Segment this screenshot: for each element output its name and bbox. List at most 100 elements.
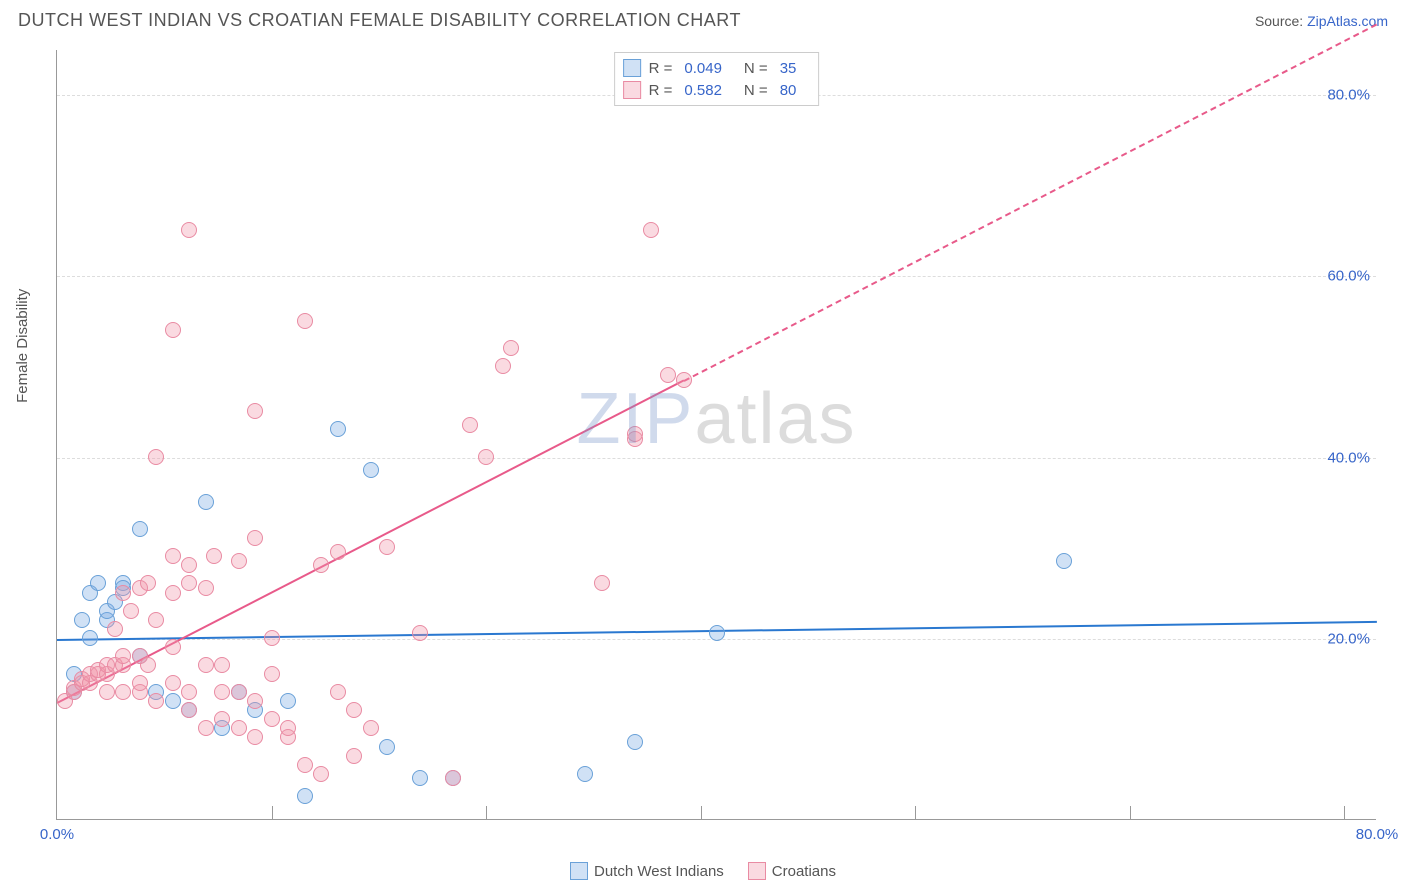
data-point — [231, 720, 247, 736]
data-point — [363, 720, 379, 736]
data-point — [247, 693, 263, 709]
data-point — [90, 575, 106, 591]
data-point — [330, 684, 346, 700]
data-point — [181, 557, 197, 573]
x-tick-mark — [701, 806, 702, 820]
gridline — [57, 276, 1376, 277]
x-tick-mark — [915, 806, 916, 820]
data-point — [165, 322, 181, 338]
data-point — [297, 313, 313, 329]
swatch-series1 — [623, 59, 641, 77]
data-point — [231, 553, 247, 569]
legend-item-series1: Dutch West Indians — [570, 862, 724, 880]
data-point — [709, 625, 725, 641]
data-point — [379, 739, 395, 755]
data-point — [264, 666, 280, 682]
x-tick-mark — [1344, 806, 1345, 820]
data-point — [412, 625, 428, 641]
data-point — [676, 372, 692, 388]
swatch-series2 — [623, 81, 641, 99]
data-point — [181, 222, 197, 238]
source-link[interactable]: ZipAtlas.com — [1307, 13, 1388, 29]
data-point — [181, 575, 197, 591]
data-point — [412, 770, 428, 786]
data-point — [99, 684, 115, 700]
data-point — [346, 702, 362, 718]
data-point — [313, 557, 329, 573]
data-point — [379, 539, 395, 555]
stats-row-series2: R = 0.582 N = 80 — [623, 79, 811, 101]
trend-line — [57, 380, 685, 704]
y-tick-label: 80.0% — [1327, 87, 1370, 104]
data-point — [165, 585, 181, 601]
data-point — [495, 358, 511, 374]
legend-item-series2: Croatians — [748, 862, 836, 880]
data-point — [330, 544, 346, 560]
x-tick-mark — [272, 806, 273, 820]
data-point — [247, 729, 263, 745]
data-point — [198, 494, 214, 510]
data-point — [577, 766, 593, 782]
data-point — [198, 580, 214, 596]
stats-row-series1: R = 0.049 N = 35 — [623, 57, 811, 79]
series-legend: Dutch West Indians Croatians — [570, 862, 836, 880]
y-axis-label: Female Disability — [14, 289, 31, 403]
data-point — [74, 612, 90, 628]
data-point — [206, 548, 222, 564]
x-tick-label: 0.0% — [40, 826, 74, 843]
data-point — [165, 639, 181, 655]
data-point — [297, 757, 313, 773]
data-point — [247, 403, 263, 419]
data-point — [132, 675, 148, 691]
data-point — [82, 630, 98, 646]
data-point — [280, 720, 296, 736]
data-point — [214, 711, 230, 727]
data-point — [107, 621, 123, 637]
data-point — [165, 693, 181, 709]
data-point — [214, 684, 230, 700]
swatch-series1-icon — [570, 862, 588, 880]
x-tick-label: 80.0% — [1356, 826, 1399, 843]
plot-area: ZIPatlas R = 0.049 N = 35 R = 0.582 N = … — [56, 50, 1376, 820]
y-tick-label: 40.0% — [1327, 449, 1370, 466]
data-point — [165, 548, 181, 564]
data-point — [247, 530, 263, 546]
data-point — [264, 711, 280, 727]
data-point — [503, 340, 519, 356]
data-point — [140, 657, 156, 673]
y-tick-label: 60.0% — [1327, 268, 1370, 285]
data-point — [181, 684, 197, 700]
data-point — [445, 770, 461, 786]
data-point — [346, 748, 362, 764]
data-point — [643, 222, 659, 238]
stats-legend: R = 0.049 N = 35 R = 0.582 N = 80 — [614, 52, 820, 106]
data-point — [478, 449, 494, 465]
data-point — [660, 367, 676, 383]
x-tick-mark — [486, 806, 487, 820]
data-point — [297, 788, 313, 804]
data-point — [313, 766, 329, 782]
data-point — [115, 648, 131, 664]
data-point — [115, 585, 131, 601]
chart-title: DUTCH WEST INDIAN VS CROATIAN FEMALE DIS… — [18, 10, 741, 31]
source-credit: Source: ZipAtlas.com — [1255, 13, 1388, 29]
chart-container: Female Disability ZIPatlas R = 0.049 N =… — [18, 40, 1388, 880]
data-point — [181, 702, 197, 718]
data-point — [148, 449, 164, 465]
data-point — [148, 612, 164, 628]
data-point — [627, 426, 643, 442]
data-point — [330, 421, 346, 437]
watermark: ZIPatlas — [576, 378, 856, 460]
data-point — [231, 684, 247, 700]
data-point — [462, 417, 478, 433]
data-point — [115, 684, 131, 700]
data-point — [280, 693, 296, 709]
data-point — [1056, 553, 1072, 569]
data-point — [140, 575, 156, 591]
data-point — [165, 675, 181, 691]
data-point — [594, 575, 610, 591]
data-point — [264, 630, 280, 646]
gridline — [57, 458, 1376, 459]
data-point — [363, 462, 379, 478]
data-point — [123, 603, 139, 619]
